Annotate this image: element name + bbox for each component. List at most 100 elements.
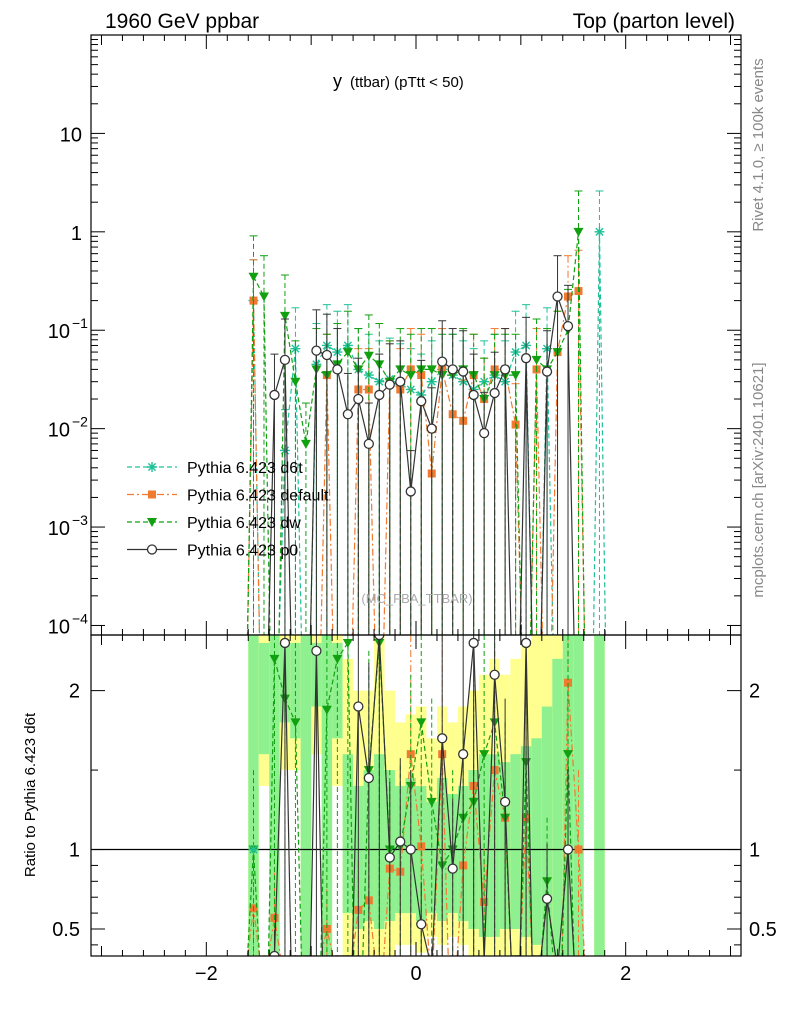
ratio-point [406, 750, 415, 759]
legend-marker [147, 462, 157, 472]
ratio-point [564, 678, 573, 687]
data-point [353, 393, 364, 405]
legend-item-default: Pythia 6.423 default [127, 488, 329, 505]
ratio-point [384, 852, 395, 863]
series-p0 [267, 255, 575, 635]
data-point [321, 349, 333, 361]
ratio-point [489, 669, 500, 680]
data-point [499, 364, 511, 375]
ratio-y-tick-label: 2 [69, 681, 80, 703]
data-point [363, 438, 374, 450]
data-point [489, 387, 500, 399]
ratio-line [268, 635, 575, 956]
legend-marker [147, 518, 157, 527]
ratio-band-green [510, 754, 521, 929]
ratio-point [520, 637, 532, 649]
ratio-point [269, 654, 280, 664]
ratio-point [553, 964, 562, 973]
data-point [395, 376, 406, 387]
ratio-point [405, 844, 416, 855]
ratio-band-green [541, 706, 553, 956]
data-point [594, 226, 605, 237]
ratio-point [363, 772, 374, 784]
ratio-point [428, 985, 436, 993]
ratio-band-green [531, 738, 542, 945]
legend-label: Pythia 6.423 dw [187, 515, 301, 532]
process-label: Top (parton level) [573, 10, 735, 33]
data-point [562, 321, 574, 332]
y-tick-label: 10 [60, 124, 82, 146]
data-point [290, 343, 301, 354]
mcplots-source-label: mcplots.cern.ch [arXiv:2401.10621] [750, 362, 767, 597]
y-tick-label: 1 [71, 223, 82, 245]
ratio-y-tick-label: 0.5 [52, 919, 80, 941]
ratio-band-green [300, 635, 312, 956]
ratio-point [321, 705, 332, 715]
ratio-y-tick-label: 1 [69, 840, 80, 862]
legend-marker [146, 544, 158, 555]
data-point [520, 353, 532, 364]
data-point [552, 291, 563, 302]
ratio-band-green [290, 642, 301, 739]
ratio-point [562, 844, 574, 855]
ratio-band-green [332, 642, 343, 739]
ratio-band-green [426, 801, 437, 914]
ratio-point [563, 750, 574, 760]
ratio-axis-label: Ratio to Pythia 6.423 d6t [22, 712, 39, 877]
data-point [279, 354, 291, 366]
data-point [332, 364, 343, 375]
data-point [426, 423, 437, 434]
data-point [342, 409, 354, 420]
data-point [405, 486, 416, 497]
y-tick-exponent: −3 [72, 512, 88, 528]
y-tick-label: 10 [48, 420, 70, 442]
y-tick-label: 10 [48, 321, 70, 343]
y-tick-exponent: −4 [72, 610, 88, 626]
ratio-band-green [594, 635, 605, 956]
ratio-point [427, 964, 436, 973]
y-tick-exponent: −2 [72, 414, 88, 430]
x-tick-label: −2 [195, 963, 218, 985]
ratio-point [426, 797, 437, 807]
energy-label: 1960 GeV ppbar [105, 10, 259, 33]
ratio-point [342, 638, 353, 648]
data-point [468, 389, 479, 401]
ratio-point [311, 645, 322, 657]
ratio-point [482, 955, 487, 956]
legend-label: Pythia 6.423 p0 [187, 543, 298, 560]
y-tick-label: 10 [48, 616, 70, 638]
data-point [374, 389, 385, 401]
legend-label: Pythia 6.423 d6t [187, 460, 303, 477]
series-line [246, 231, 607, 635]
analysis-watermark: (MC_FBA_TTBAR) [361, 591, 472, 606]
rivet-version-label: Rivet 4.1.0, ≥ 100k events [750, 58, 767, 231]
ratio-band-green [258, 642, 270, 755]
ratio-point [541, 893, 553, 904]
ratio-panel: 0.5 0.5 1 1 2 2 Ratio to Pythia 6.423 d6t [22, 634, 777, 993]
data-point [269, 389, 280, 401]
data-point [479, 376, 490, 387]
ratio-point [574, 845, 583, 854]
ratio-point [290, 718, 301, 728]
x-axis-labels: −2 0 2 [195, 963, 631, 985]
data-point [290, 377, 301, 387]
data-point [384, 379, 395, 390]
ratio-point [468, 637, 479, 649]
legend-marker [148, 490, 156, 499]
data-point [447, 364, 458, 375]
data-point [248, 272, 259, 282]
data-point [510, 371, 521, 381]
ratio-point [332, 654, 343, 664]
ratio-y-tick-label-right: 0.5 [749, 919, 777, 941]
data-point [478, 427, 490, 439]
ratio-y-tick-label-right: 1 [749, 840, 760, 862]
data-point [416, 396, 427, 407]
chart-title-sub: (ttbar) (pTtt < 50) [350, 74, 464, 91]
data-point [405, 371, 416, 381]
data-point [573, 227, 584, 237]
data-point [363, 351, 374, 361]
ratio-series-p0 [268, 635, 575, 973]
